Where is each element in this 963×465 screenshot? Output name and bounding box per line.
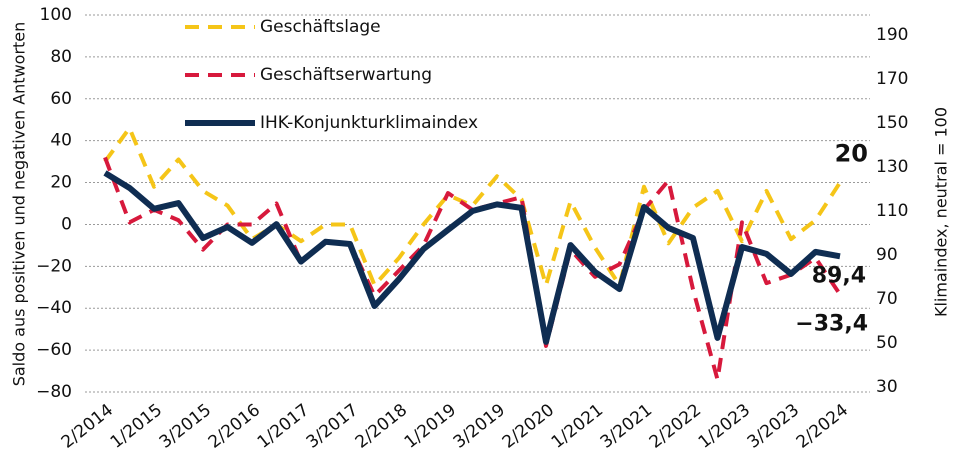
x-tick-label: 3/2021 bbox=[597, 400, 656, 453]
x-tick-label: 1/2019 bbox=[401, 400, 460, 453]
value-label: 20 bbox=[835, 140, 868, 168]
x-tick-label: 1/2021 bbox=[548, 400, 607, 453]
series-line bbox=[103, 156, 842, 382]
x-tick-label: 2/2018 bbox=[352, 400, 411, 453]
y-tick-label: 80 bbox=[50, 47, 72, 67]
y2-tick-label: 170 bbox=[876, 69, 908, 89]
y2-tick-label: 50 bbox=[876, 333, 898, 353]
y2-tick-label: 110 bbox=[876, 201, 908, 221]
x-tick-label: 1/2023 bbox=[695, 400, 754, 453]
y2-axis-label: Klimaindex, neutral = 100 bbox=[932, 107, 951, 317]
value-label: −33,4 bbox=[795, 311, 868, 336]
x-tick-label: 3/2019 bbox=[450, 400, 509, 453]
y2-tick-label: 130 bbox=[876, 157, 908, 177]
y-tick-label: 20 bbox=[50, 173, 72, 193]
y-tick-label: 100 bbox=[40, 5, 72, 25]
x-tick-label: 3/2017 bbox=[303, 400, 362, 453]
x-tick-label: 2/2024 bbox=[793, 400, 852, 453]
y-tick-label: −80 bbox=[36, 382, 72, 402]
y2-tick-label: 150 bbox=[876, 113, 908, 133]
legend-label: Geschäftserwartung bbox=[260, 65, 432, 85]
x-tick-label: 2/2016 bbox=[205, 400, 264, 453]
y-tick-label: −40 bbox=[36, 298, 72, 318]
y2-tick-label: 90 bbox=[876, 245, 898, 265]
value-label: 89,4 bbox=[812, 263, 866, 288]
x-tick-label: 3/2015 bbox=[156, 400, 215, 453]
legend-label: IHK-Konjunkturklimaindex bbox=[260, 113, 478, 133]
x-tick-label: 2/2022 bbox=[646, 400, 705, 453]
x-tick-label: 3/2023 bbox=[744, 400, 803, 453]
series-line bbox=[103, 170, 841, 345]
x-tick-label: 1/2015 bbox=[107, 400, 166, 453]
legend-label: Geschäftslage bbox=[260, 17, 381, 37]
x-tick-label: 2/2014 bbox=[58, 400, 117, 453]
y-tick-label: 60 bbox=[50, 89, 72, 109]
y2-tick-label: 190 bbox=[876, 25, 908, 45]
y2-tick-label: 30 bbox=[876, 377, 898, 397]
y-tick-label: −20 bbox=[36, 256, 72, 276]
x-tick-label: 2/2020 bbox=[499, 400, 558, 453]
y2-tick-label: 70 bbox=[876, 289, 898, 309]
series-line bbox=[103, 126, 842, 288]
x-tick-label: 1/2017 bbox=[254, 400, 313, 453]
y-tick-label: 0 bbox=[61, 214, 72, 234]
y-tick-label: −60 bbox=[36, 340, 72, 360]
y-axis-label: Saldo aus positiven und negativen Antwor… bbox=[10, 22, 29, 387]
y-tick-label: 40 bbox=[50, 131, 72, 151]
